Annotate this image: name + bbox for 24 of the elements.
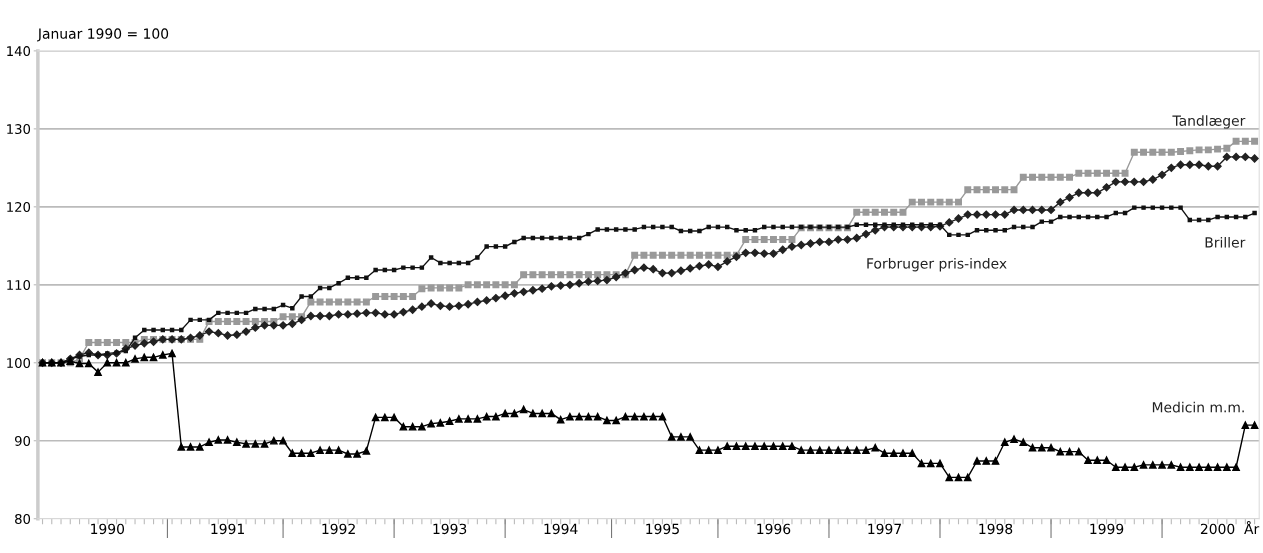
x-tick-label: 1991 (211, 523, 244, 535)
y-tick-label: 90 (14, 435, 31, 446)
x-tick-label: 1997 (868, 523, 901, 535)
x-tick-label: 1998 (979, 523, 1013, 535)
y-tick-label: 130 (7, 124, 31, 135)
x-tick-label: 1995 (646, 523, 679, 535)
series-label: Tandlæger (1172, 115, 1246, 129)
y-tick-label: 120 (7, 202, 31, 213)
x-tick-label: 1993 (433, 523, 467, 535)
y-tick-label: 140 (7, 46, 31, 57)
series-label: Briller (1205, 236, 1246, 248)
series-label: Forbruger pris-index (867, 257, 1007, 272)
y-tick-label: 110 (7, 280, 31, 290)
x-tick-label: 1992 (322, 523, 355, 535)
x-tick-label: 1990 (91, 523, 125, 535)
x-tick-label: 1996 (757, 523, 791, 535)
y-axis-title: Januar 1990 = 100 (37, 28, 169, 42)
y-tick-label: 100 (7, 357, 31, 368)
x-tick-label: 2000 (1200, 523, 1235, 535)
x-tick-label: 1999 (1090, 523, 1124, 535)
x-tick-label: 1994 (544, 523, 578, 535)
y-tick-label: 80 (15, 513, 31, 524)
x-axis-title: År (1244, 521, 1260, 534)
series-label: Medicin m.m. (1152, 401, 1244, 413)
